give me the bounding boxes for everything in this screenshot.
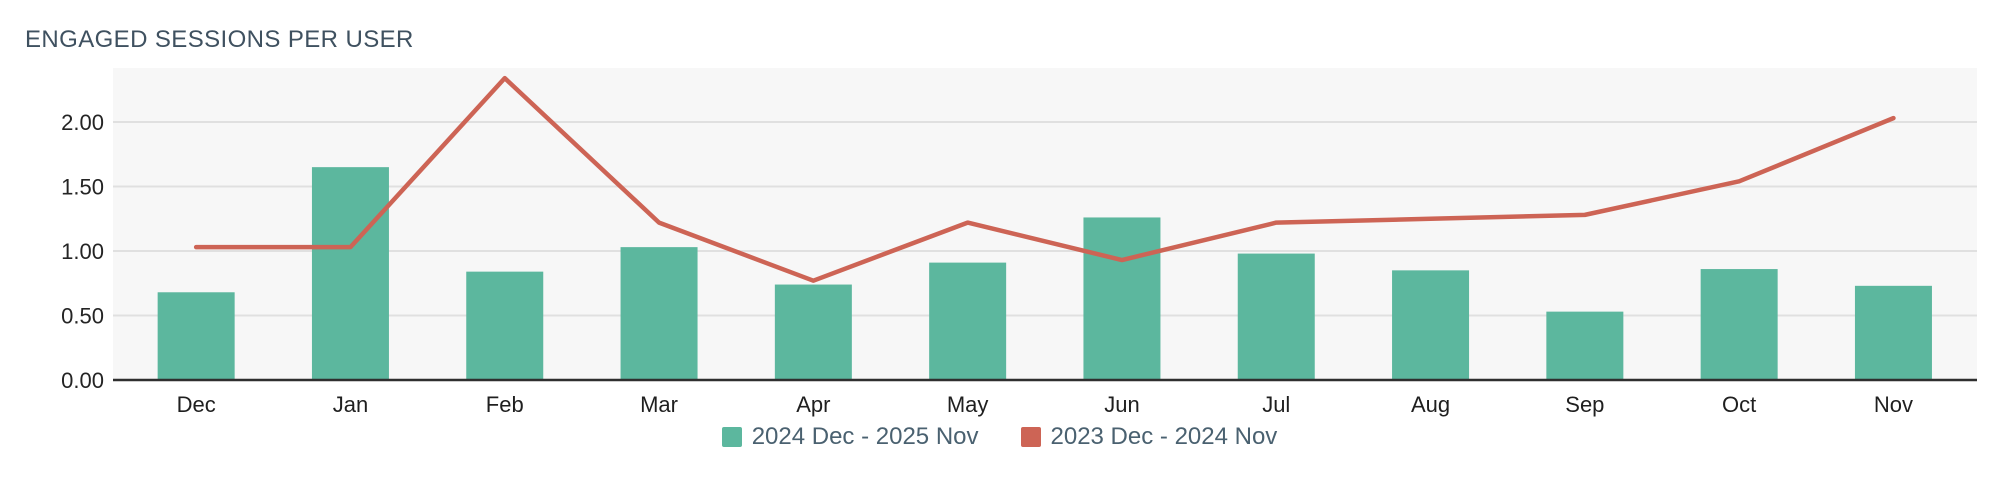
x-axis-label-Feb: Feb — [486, 392, 524, 417]
bar-Mar[interactable] — [620, 247, 698, 380]
x-axis-label-May: May — [947, 392, 989, 417]
trend-line[interactable] — [193, 75, 1896, 283]
bar-Oct[interactable] — [1700, 269, 1778, 380]
legend-label: 2023 Dec - 2024 Nov — [1050, 423, 1278, 450]
x-axis-label-Sep: Sep — [1565, 392, 1604, 417]
bar-Sep[interactable] — [1546, 311, 1624, 380]
x-axis-label-Aug: Aug — [1411, 392, 1450, 417]
plot-background — [113, 68, 1977, 380]
bar-Jul[interactable] — [1237, 253, 1315, 380]
bar-Feb[interactable] — [466, 271, 544, 380]
y-axis-tick-label: 0.00 — [61, 368, 104, 393]
x-axis-label-Dec: Dec — [177, 392, 216, 417]
bar-Aug[interactable] — [1392, 270, 1470, 380]
x-axis-label-Nov: Nov — [1874, 392, 1913, 417]
bar-Jan[interactable] — [311, 167, 389, 380]
bar-Jun[interactable] — [1083, 217, 1161, 380]
legend-swatch-line — [1020, 427, 1041, 447]
y-axis-tick-label: 2.00 — [61, 110, 104, 135]
x-axis-label-Mar: Mar — [640, 392, 678, 417]
legend-label: 2024 Dec - 2025 Nov — [751, 423, 979, 450]
y-axis-tick-label: 0.50 — [61, 304, 104, 329]
y-axis-tick-label: 1.00 — [61, 239, 104, 264]
bar-May[interactable] — [929, 262, 1007, 380]
bar-Nov[interactable] — [1854, 285, 1932, 380]
bar-Apr[interactable] — [774, 284, 852, 380]
x-axis-label-Jan: Jan — [333, 392, 368, 417]
x-axis-label-Jul: Jul — [1262, 392, 1290, 417]
x-axis-label-Jun: Jun — [1104, 392, 1139, 417]
bar-Dec[interactable] — [157, 292, 235, 380]
x-axis-label-Apr: Apr — [796, 392, 830, 417]
legend-item-bars[interactable]: 2024 Dec - 2025 Nov — [721, 423, 979, 451]
y-axis-tick-label: 1.50 — [61, 175, 104, 200]
legend-swatch-bars — [721, 427, 742, 447]
x-axis-label-Oct: Oct — [1722, 392, 1756, 417]
chart-legend: 2024 Dec - 2025 Nov 2023 Dec - 2024 Nov — [0, 423, 1999, 451]
chart-title: ENGAGED SESSIONS PER USER — [25, 26, 414, 53]
legend-item-line[interactable]: 2023 Dec - 2024 Nov — [1020, 423, 1278, 451]
